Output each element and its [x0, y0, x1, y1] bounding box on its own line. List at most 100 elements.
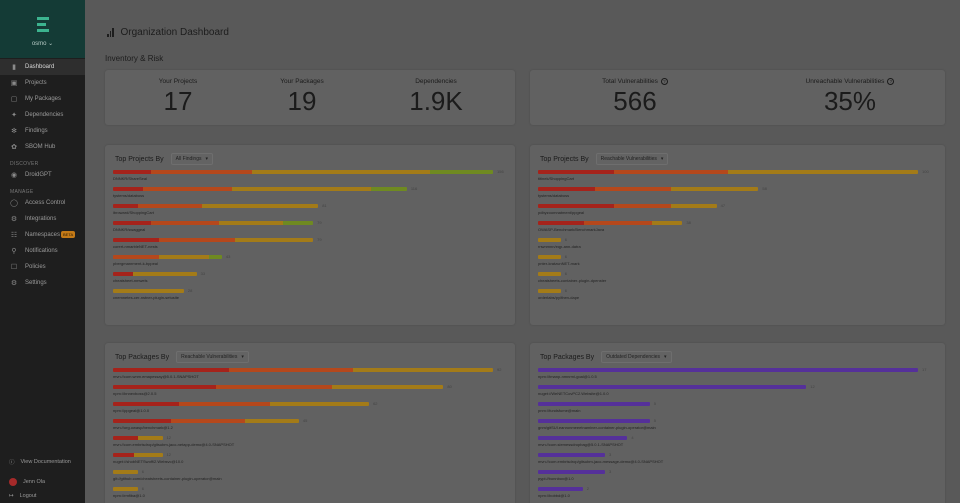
sidebar-item-settings[interactable]: ⚙ Settings	[0, 275, 85, 291]
bar-label[interactable]: pypi://bonnbox@1.0	[538, 476, 574, 481]
bar-label[interactable]: mvn://com.wnm.emapessay@5.0.1-SNAPSHOT	[113, 374, 199, 379]
stacked-bar[interactable]	[113, 487, 138, 491]
bar-label[interactable]: npm://bnnexboss@2.0.5	[113, 391, 157, 396]
bar-label[interactable]: corert-nmarbleNET-nests	[113, 244, 158, 249]
stacked-bar[interactable]	[113, 238, 314, 242]
bar-label[interactable]: nuget://shobNETSwoff/2.Websvc@10.0	[113, 459, 184, 464]
stacked-bar[interactable]	[113, 187, 407, 191]
stacked-bar[interactable]	[538, 289, 561, 293]
stacked-bar[interactable]	[113, 204, 319, 208]
user-menu[interactable]: Jenn Ola	[0, 475, 85, 489]
sidebar-item-droidgpt[interactable]: ◉ DroidGPT	[0, 167, 85, 183]
bar-label[interactable]: titinek/ShoppingCart	[538, 176, 575, 181]
stacked-bar[interactable]	[538, 187, 759, 191]
bar-label[interactable]: npm://bobbd@1.0	[538, 493, 570, 498]
bar-count: 92	[497, 367, 502, 372]
logout-button[interactable]: ↦ Logout	[0, 489, 85, 503]
bar-label[interactable]: cheatsheet-nmwels	[113, 278, 148, 283]
stacked-bar[interactable]	[113, 255, 222, 259]
sidebar-item-namespaces[interactable]: ☷ Namespaces BETA	[0, 227, 85, 243]
bar-label[interactable]: pnter-kratzunNET-mark	[538, 261, 580, 266]
sidebar-item-dashboard[interactable]: ▮ Dashboard	[0, 59, 85, 75]
bar-count: 17	[922, 367, 927, 372]
bar-label[interactable]: npm://ppgeal@1.0.0	[113, 408, 150, 413]
stacked-bar[interactable]	[538, 238, 561, 242]
bar-label[interactable]: cnemnetes-cer-nstner-plugin-setusite	[113, 295, 180, 300]
sidebar-item-policies[interactable]: ☐ Policies	[0, 259, 85, 275]
bar-label[interactable]: DNNKR/ShareSeal	[113, 176, 148, 181]
stacked-bar[interactable]	[538, 272, 561, 276]
help-icon[interactable]: ?	[660, 78, 668, 85]
sidebar-item-findings[interactable]: ✻ Findings	[0, 123, 85, 139]
stacked-bar[interactable]	[538, 368, 918, 372]
stacked-bar[interactable]	[538, 385, 807, 389]
stacked-bar[interactable]	[538, 487, 583, 491]
stacked-bar[interactable]	[113, 272, 197, 276]
stacked-bar[interactable]	[113, 368, 493, 372]
bar-label[interactable]: rnwnmnn/eqp-ann-datra	[538, 244, 581, 249]
stacked-bar[interactable]	[113, 402, 370, 406]
org-switcher[interactable]: osmo ⌄	[0, 40, 85, 47]
stacked-bar[interactable]	[113, 170, 493, 174]
stat-unreachable-vulnerabilities[interactable]: Unreachable Vulnerabilities? 35%	[770, 78, 930, 117]
filter-select[interactable]: Reachable Vulnerabilities ▾	[595, 153, 669, 165]
bar-label[interactable]: pbergmanrment-k-bppeal	[113, 261, 158, 266]
bar-label[interactable]: npm://tmanp-nmnrmi-goal@1.0.5	[538, 374, 597, 379]
bar-label[interactable]: mvn://org.owasp/benchmark@1.2	[113, 425, 173, 430]
stacked-bar[interactable]	[538, 221, 683, 225]
stacked-bar[interactable]	[538, 204, 717, 208]
sidebar-item-access-control[interactable]: ◯ Access Control	[0, 195, 85, 211]
stacked-bar[interactable]	[113, 289, 184, 293]
stacked-bar[interactable]	[113, 419, 299, 423]
view-documentation-link[interactable]: ⓘ View Documentation	[0, 455, 85, 469]
stacked-bar[interactable]	[538, 419, 650, 423]
stacked-bar[interactable]	[538, 255, 561, 259]
bar-label[interactable]: nuget://WeNETCovPC2.Website@1.0.0	[538, 391, 609, 396]
stat-packages[interactable]: Your Packages 19	[257, 78, 347, 117]
sidebar-item-dependencies[interactable]: ✦ Dependencies	[0, 107, 85, 123]
sidebar-item-sbom-hub[interactable]: ✿ SBOM Hub	[0, 139, 85, 155]
stat-projects[interactable]: Your Projects 17	[133, 78, 223, 117]
stacked-bar[interactable]	[538, 402, 650, 406]
stacked-bar[interactable]	[113, 385, 444, 389]
bar-label[interactable]: DNNKR/swaggeal	[113, 227, 146, 232]
bar-label[interactable]: mvn://com.embrisdrop/gitsubm-jaco-messag…	[538, 459, 664, 464]
stacked-bar[interactable]	[538, 436, 628, 440]
bar-label[interactable]: ibroward/ShoppingCart	[113, 210, 154, 215]
sidebar-item-projects[interactable]: ▣ Projects	[0, 75, 85, 91]
stat-label: Your Projects	[158, 78, 198, 85]
bar-label[interactable]: mvn://com.embrisdrop/gitsubm-jaco-netapp…	[113, 442, 235, 447]
bar-label[interactable]: tystems/databoss	[113, 193, 145, 198]
stacked-bar[interactable]	[538, 453, 606, 457]
filter-select[interactable]: Reachable Vulnerabilities ▾	[176, 351, 249, 363]
bar-segment-medium	[158, 255, 210, 259]
sidebar-item-my-packages[interactable]: ▢ My Packages	[0, 91, 85, 107]
sidebar-item-label: Namespaces	[25, 232, 61, 238]
stat-dependencies[interactable]: Dependencies 1.9K	[391, 78, 481, 117]
stacked-bar[interactable]	[113, 470, 138, 474]
bar-label[interactable]: git://github.com/cheatsheets-container-p…	[113, 476, 222, 481]
stacked-bar[interactable]	[538, 470, 606, 474]
stacked-bar[interactable]	[113, 436, 163, 440]
bar-label[interactable]: gnm/gitSUI.eanronmeeetnaminer-container-…	[538, 425, 656, 430]
sidebar-item-notifications[interactable]: ⚲ Notifications	[0, 243, 85, 259]
bar-label[interactable]: pnm://fundsfume@main	[538, 408, 581, 413]
filter-select[interactable]: Outdated Dependencies ▾	[601, 351, 672, 363]
help-icon[interactable]: ?	[887, 78, 895, 85]
bar-segment-medium	[201, 204, 319, 208]
stacked-bar[interactable]	[113, 221, 314, 225]
stacked-bar[interactable]	[113, 453, 163, 457]
sidebar-item-integrations[interactable]: ⚙ Integrations	[0, 211, 85, 227]
bar-label[interactable]: tystems/databoss	[538, 193, 570, 198]
chart-icon: ▮	[12, 64, 16, 71]
stat-total-vulnerabilities[interactable]: Total Vulnerabilities? 566	[570, 78, 700, 117]
bar-label[interactable]: mvn://com.siemessdropbag@5.0.1-SNAPSHOT	[538, 442, 624, 447]
bar-label[interactable]: npm://rmfiba@1.0	[113, 493, 145, 498]
filter-select[interactable]: All Findings ▾	[170, 153, 214, 165]
bar-segment-medium	[352, 368, 493, 372]
bar-label[interactable]: orderlabs/py/then-dape	[538, 295, 580, 300]
bar-label[interactable]: pdbyzoomnatment/ppgeal	[538, 210, 585, 215]
bar-label[interactable]: OWASP-Benchmark/BenchmarkJava	[538, 227, 605, 232]
bar-label[interactable]: cheatsheets-container-plugin-dpenster	[538, 278, 607, 283]
stacked-bar[interactable]	[538, 170, 918, 174]
